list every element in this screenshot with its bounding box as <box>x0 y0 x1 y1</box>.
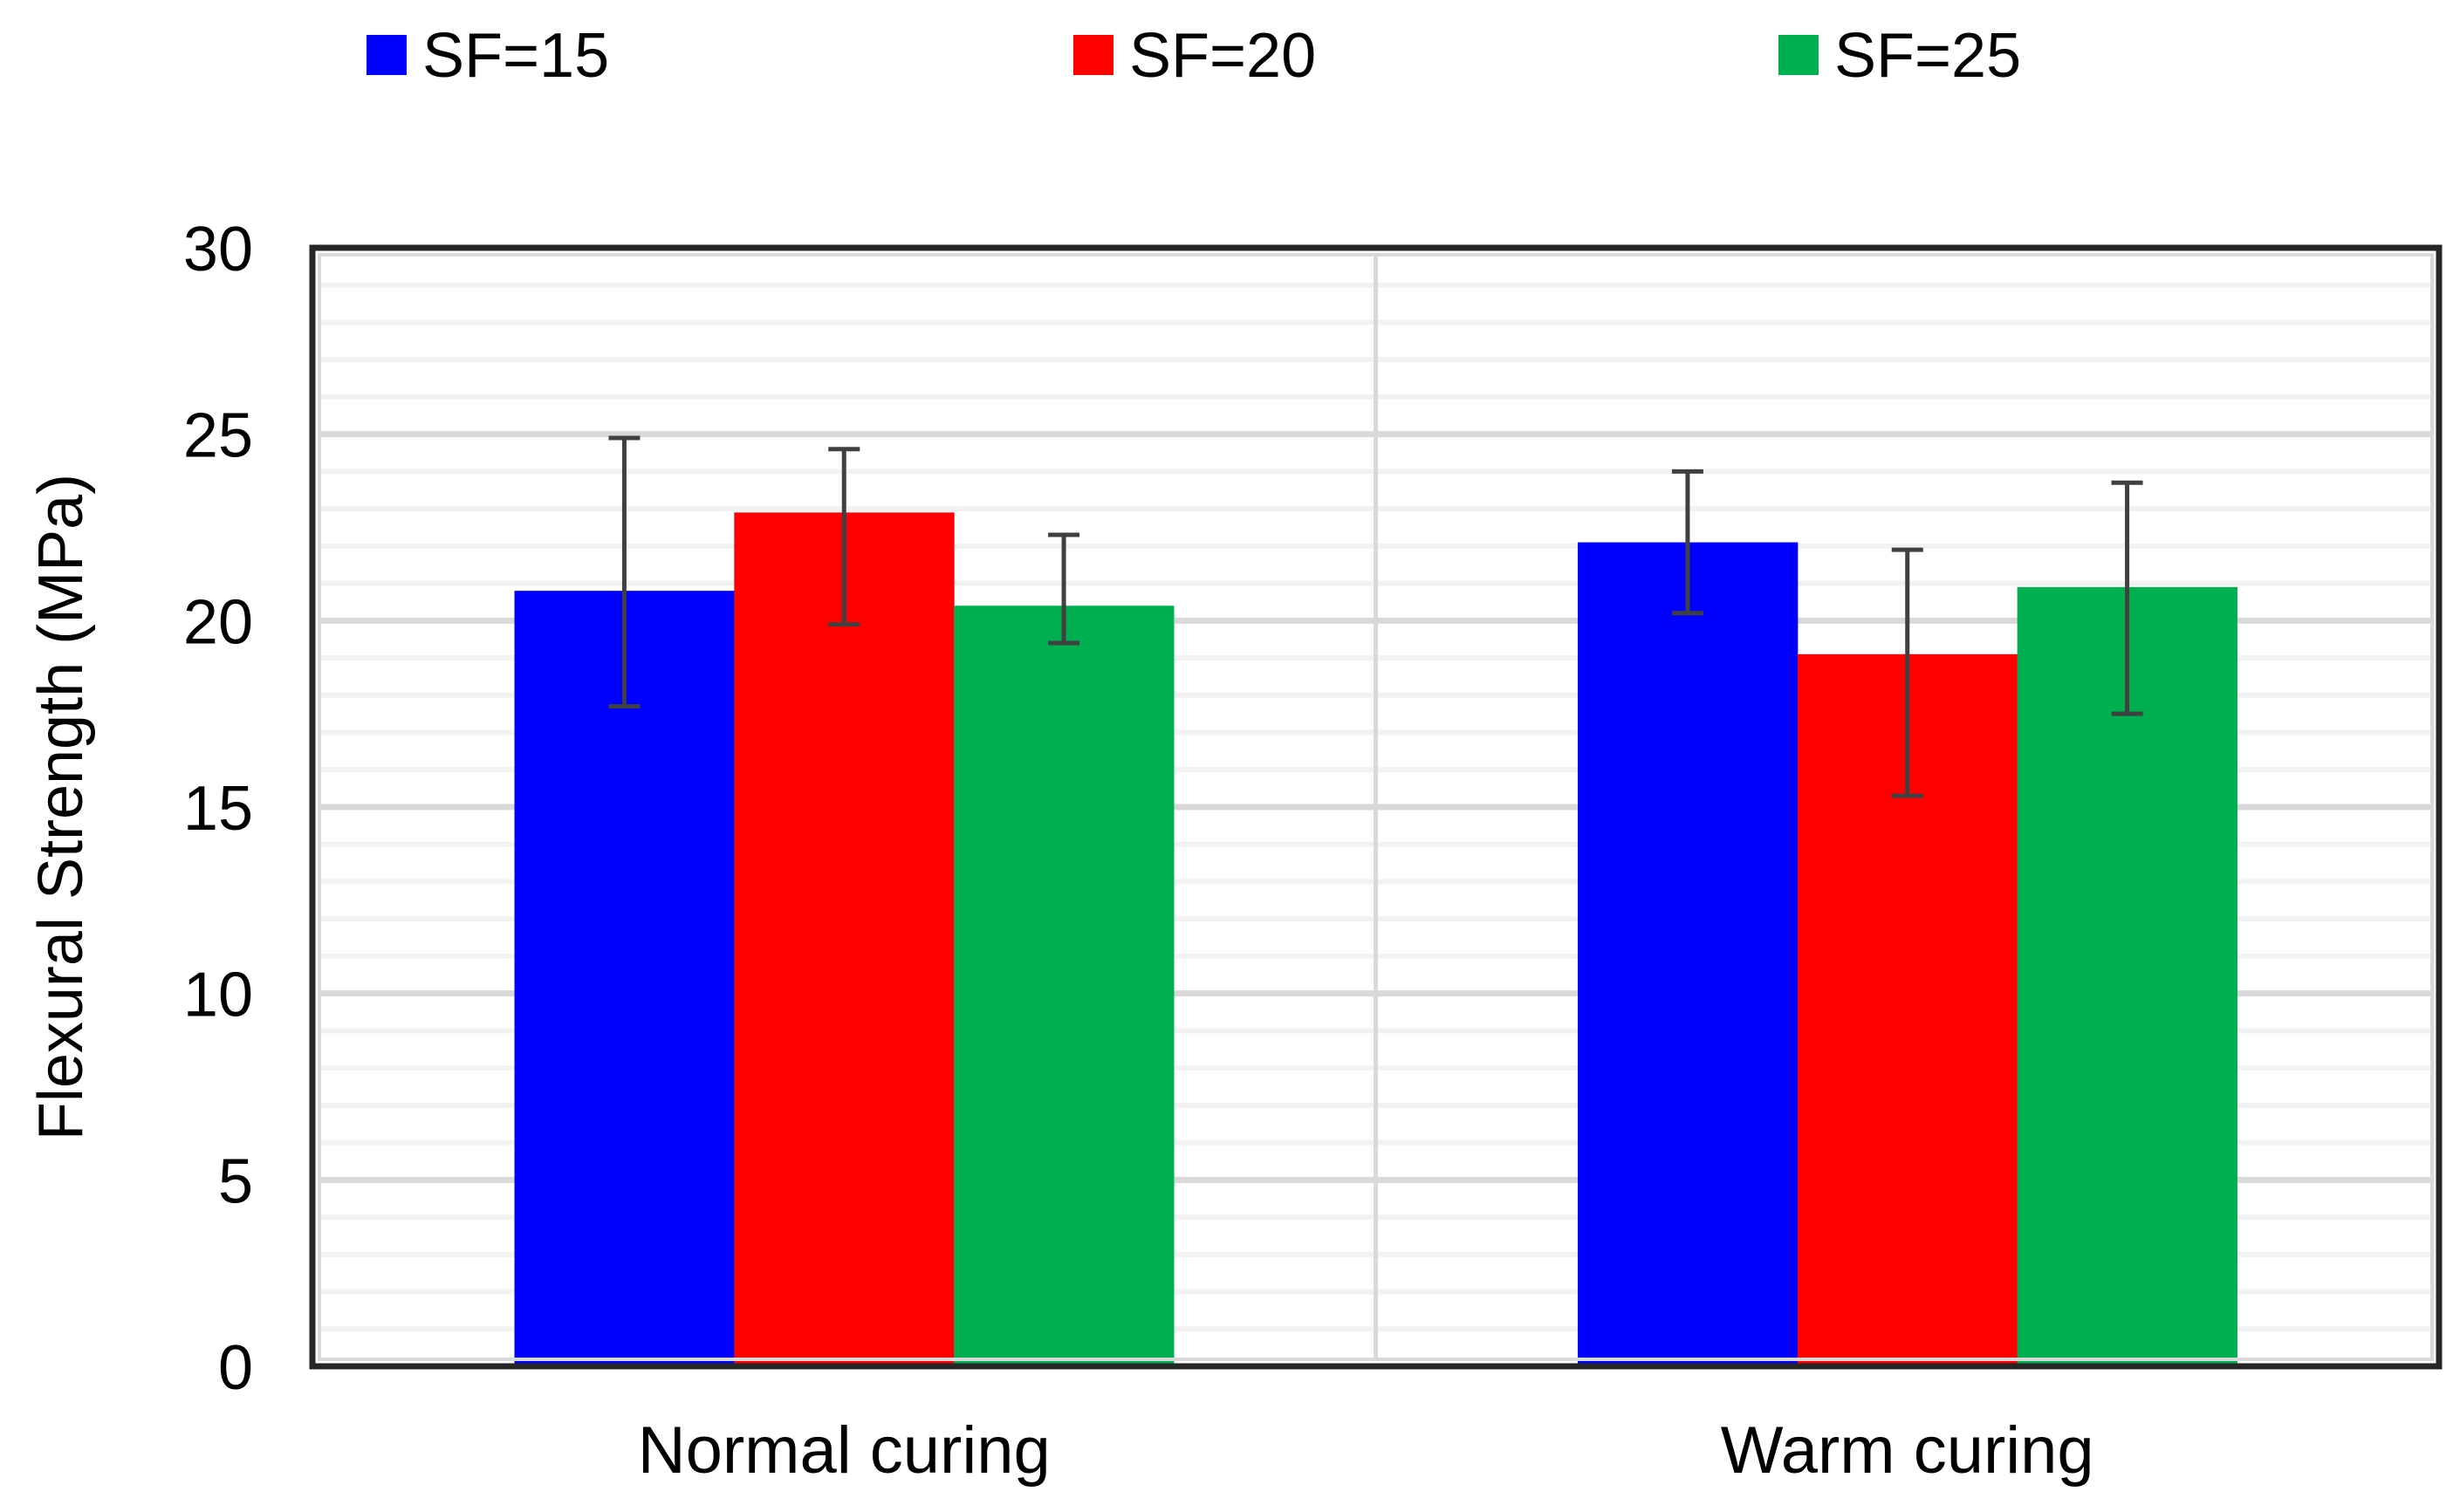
y-axis-title: Flexural Strength (MPa) <box>26 474 96 1140</box>
legend-label-sf-20: SF=20 <box>1129 21 1316 91</box>
legend-swatch-sf-20 <box>1073 35 1113 75</box>
bar-sf-25-normal-curing <box>954 605 1175 1366</box>
y-tick-label: 5 <box>218 1146 253 1216</box>
y-tick-label: 0 <box>218 1333 253 1403</box>
bars <box>514 512 2237 1366</box>
plot-inner-border <box>318 253 2434 1361</box>
bar-sf-25-warm-curing <box>2017 586 2237 1366</box>
axis-labels: Normal curing Warm curing 0 5 10 15 20 25 30 Flex… <box>26 215 2094 1488</box>
y-tick-label: 10 <box>183 961 253 1030</box>
error-bars <box>608 435 2143 798</box>
legend-label-sf-25: SF=25 <box>1834 21 2021 91</box>
category-label: Normal curing <box>638 1413 1051 1488</box>
bar-sf-15-normal-curing <box>514 591 735 1366</box>
legend-label-sf-15: SF=15 <box>422 21 609 91</box>
legend-swatch-sf-25 <box>1778 35 1819 75</box>
legend-swatch-sf-15 <box>367 35 407 75</box>
plot-frame <box>309 244 2443 1370</box>
y-tick-label: 25 <box>183 401 253 471</box>
bar-sf-15-warm-curing <box>1578 542 1799 1366</box>
bar-sf-20-normal-curing <box>734 512 955 1366</box>
plot-border <box>309 244 2443 1370</box>
legend: SF=15 SF=20 SF=25 <box>367 21 2021 91</box>
y-tick-label: 20 <box>183 587 253 657</box>
category-label: Warm curing <box>1721 1413 2094 1488</box>
y-tick-label: 30 <box>183 215 253 284</box>
y-tick-label: 15 <box>183 774 253 844</box>
